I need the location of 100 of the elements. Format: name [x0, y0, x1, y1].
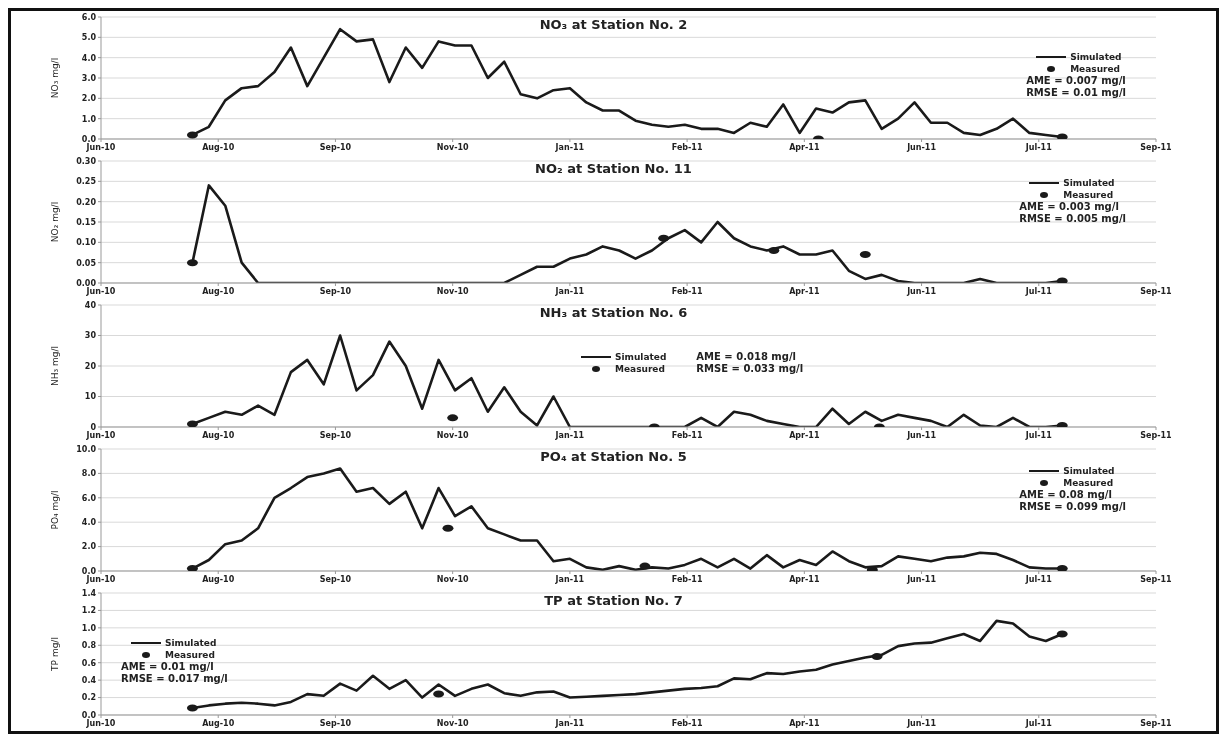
x-tick-label: Jun-10 — [85, 574, 116, 584]
x-tick-label: Jun-10 — [85, 286, 116, 296]
annotation: RMSE = 0.017 mg/l — [121, 673, 228, 685]
legend-label: Measured — [165, 650, 215, 660]
x-tick-label: Jul-11 — [1024, 142, 1053, 152]
x-tick-label: Feb-11 — [671, 574, 703, 584]
y-tick-label: 4.0 — [81, 53, 97, 63]
x-tick-label: Jun-10 — [85, 430, 116, 440]
chart-title: TP at Station No. 7 — [544, 593, 683, 608]
y-tick-label: 8.0 — [81, 469, 97, 479]
x-tick-label: Jan-11 — [554, 718, 585, 728]
x-tick-label: Jun-11 — [906, 574, 937, 584]
y-tick-label: 0.05 — [76, 258, 97, 268]
x-tick-label: Sep-11 — [1140, 286, 1173, 296]
y-tick-label: 0.00 — [76, 278, 97, 288]
x-tick-label: Jul-11 — [1024, 718, 1053, 728]
x-tick-label: Sep-11 — [1140, 574, 1173, 584]
x-tick-label: Nov-10 — [436, 574, 470, 584]
chart-title: NH₃ at Station No. 6 — [539, 305, 688, 320]
x-tick-label: Aug-10 — [202, 574, 235, 584]
x-tick-label: Sep-10 — [319, 574, 352, 584]
y-tick-label: 2.0 — [81, 94, 97, 104]
y-tick-label: 0.10 — [76, 238, 97, 248]
chart-title: NO₂ at Station No. 11 — [535, 161, 692, 176]
y-tick-label: 0.20 — [76, 197, 97, 207]
y-tick-label: 0.0 — [81, 134, 97, 144]
x-tick-label: Feb-11 — [671, 142, 703, 152]
y-axis-title: NO₃ mg/l — [50, 57, 61, 99]
x-tick-label: Aug-10 — [202, 286, 235, 296]
y-tick-label: 2.0 — [81, 542, 97, 552]
x-tick-label: Sep-10 — [319, 718, 352, 728]
x-tick-label: Jun-11 — [906, 286, 937, 296]
y-tick-label: 10 — [84, 392, 97, 402]
x-tick-label: Jan-11 — [554, 142, 585, 152]
y-tick-label: 6.0 — [81, 493, 97, 503]
legend-label: Simulated — [1070, 52, 1122, 62]
annotation: RMSE = 0.033 mg/l — [696, 363, 804, 375]
x-tick-label: Aug-10 — [202, 142, 235, 152]
y-tick-label: 0 — [90, 422, 97, 432]
x-tick-label: Nov-10 — [436, 718, 470, 728]
y-tick-label: 0.0 — [81, 710, 97, 720]
x-tick-label: Jan-11 — [554, 430, 585, 440]
y-tick-label: 0.15 — [76, 217, 97, 227]
annotation: AME = 0.007 mg/l — [1026, 75, 1126, 87]
x-tick-label: Apr-11 — [789, 430, 820, 440]
y-axis-title: NH₃ mg/l — [50, 346, 61, 386]
x-tick-label: Feb-11 — [671, 430, 703, 440]
x-tick-label: Jun-10 — [85, 718, 116, 728]
annotation: RMSE = 0.01 mg/l — [1026, 87, 1126, 99]
legend-label: Measured — [1063, 478, 1114, 488]
x-tick-label: Jan-11 — [554, 574, 585, 584]
y-tick-label: 0.30 — [76, 156, 97, 166]
x-tick-label: Jun-11 — [906, 430, 937, 440]
x-tick-label: Sep-10 — [319, 142, 352, 152]
y-tick-label: 10.0 — [76, 444, 97, 454]
x-tick-label: Nov-10 — [436, 142, 470, 152]
y-tick-label: 1.4 — [81, 588, 97, 598]
legend-label: Measured — [1070, 64, 1121, 74]
x-tick-label: Sep-11 — [1140, 430, 1173, 440]
y-tick-label: 1.0 — [81, 114, 97, 124]
x-tick-label: Nov-10 — [436, 286, 470, 296]
x-tick-label: Sep-10 — [319, 286, 352, 296]
annotation: AME = 0.003 mg/l — [1019, 201, 1120, 213]
x-tick-label: Jun-11 — [906, 142, 937, 152]
x-tick-label: Jul-11 — [1024, 430, 1053, 440]
x-tick-label: Apr-11 — [789, 286, 820, 296]
x-tick-label: Apr-11 — [789, 574, 820, 584]
x-tick-label: Aug-10 — [202, 430, 235, 440]
y-tick-label: 1.0 — [81, 623, 97, 633]
x-tick-label: Nov-10 — [436, 430, 470, 440]
annotation: RMSE = 0.099 mg/l — [1019, 501, 1126, 513]
legend-label: Simulated — [615, 352, 667, 362]
y-tick-label: 20 — [84, 361, 97, 371]
y-tick-label: 1.2 — [81, 606, 96, 616]
y-axis-title: NO₂ mg/l — [50, 201, 61, 243]
y-tick-label: 0.0 — [81, 566, 97, 576]
y-tick-label: 3.0 — [81, 73, 97, 83]
x-tick-label: Jul-11 — [1024, 286, 1053, 296]
x-tick-label: Apr-11 — [789, 718, 820, 728]
x-tick-label: Aug-10 — [202, 718, 235, 728]
annotation: AME = 0.08 mg/l — [1019, 489, 1113, 501]
y-tick-label: 40 — [84, 300, 97, 310]
x-tick-label: Jun-11 — [906, 718, 937, 728]
x-tick-label: Sep-11 — [1140, 142, 1173, 152]
legend-label: Simulated — [165, 638, 217, 648]
y-axis-title: TP mg/l — [50, 637, 61, 672]
legend-label: Measured — [1063, 190, 1114, 200]
y-tick-label: 30 — [84, 331, 97, 341]
y-tick-label: 0.2 — [81, 693, 96, 703]
x-tick-label: Feb-11 — [671, 286, 703, 296]
annotation: AME = 0.018 mg/l — [696, 351, 797, 363]
y-tick-label: 0.8 — [81, 641, 97, 651]
annotation: AME = 0.01 mg/l — [121, 661, 215, 673]
legend-label: Simulated — [1063, 178, 1115, 188]
y-axis-title: PO₄ mg/l — [50, 490, 61, 530]
y-tick-label: 0.25 — [76, 177, 97, 187]
x-tick-label: Apr-11 — [789, 142, 820, 152]
legend-label: Simulated — [1063, 466, 1115, 476]
annotation: RMSE = 0.005 mg/l — [1019, 213, 1126, 225]
chart-title: NO₃ at Station No. 2 — [539, 17, 688, 32]
